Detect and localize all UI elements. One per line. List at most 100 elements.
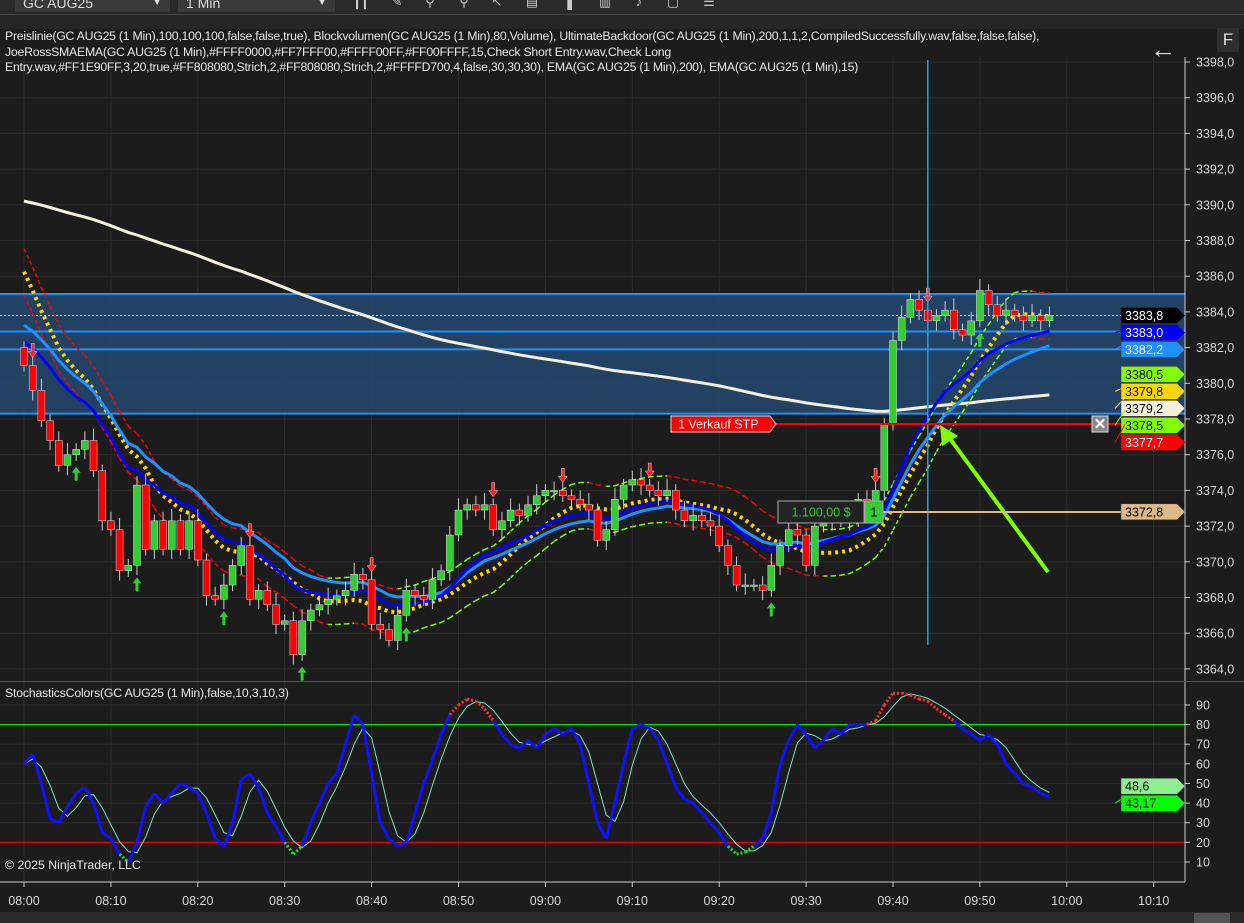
band-line: [753, 502, 764, 512]
stoch-k-segment: [1031, 786, 1042, 795]
horizontal-scrollbar[interactable]: [0, 912, 1244, 923]
band-line: [849, 568, 859, 575]
price-label-bg: [1120, 400, 1186, 417]
candle-up: [976, 290, 984, 322]
pnl-box: [777, 500, 865, 524]
f-button[interactable]: F: [1217, 28, 1239, 52]
candle-up: [333, 595, 341, 600]
candle-down: [698, 515, 706, 521]
band-line: [58, 370, 69, 385]
axes: 3398,0 3396,0 3394,0 3392,0 3390,0 3388,0 3386…: [0, 56, 1244, 908]
candle-up: [906, 299, 915, 318]
band-line: [753, 549, 764, 558]
candle-down: [585, 504, 593, 511]
sell-arrow-icon: [488, 482, 499, 498]
stop-order-tag[interactable]: [670, 415, 777, 433]
stoch-k-segment: [640, 723, 651, 730]
band-line: [414, 580, 425, 586]
stoch-k-segment: [804, 733, 817, 749]
band-line: [562, 530, 572, 537]
candle-up: [498, 520, 506, 530]
chart-trader-icon[interactable]: ♪: [635, 0, 643, 9]
stoch-k-segment: [692, 802, 703, 814]
properties-icon[interactable]: ☰: [703, 0, 715, 9]
timeframe-selector[interactable]: 1 Min ▼: [178, 0, 335, 12]
band-line: [562, 483, 572, 490]
stoch-k-segment: [413, 783, 426, 814]
band-line: [492, 585, 503, 594]
band-line: [684, 524, 694, 528]
band-line: [640, 476, 650, 480]
candle-down: [489, 504, 498, 530]
band-line: [719, 485, 729, 489]
time-tick-label: 08:10: [95, 894, 126, 908]
stoch-k-segment: [674, 786, 686, 801]
band-line: [136, 433, 147, 446]
candle-down: [706, 520, 715, 527]
band-line: [127, 471, 138, 481]
band-line: [284, 551, 294, 560]
sell-arrow-icon: [27, 343, 38, 358]
pencil-icon[interactable]: ✎: [391, 0, 403, 9]
scrollbar-thumb[interactable]: [1194, 913, 1230, 923]
candle-down: [654, 490, 663, 497]
band-line: [110, 395, 121, 413]
candle-down: [202, 559, 211, 596]
legend-line-3: Entry.wav,#FF1E90FF,3,20,true,#FF808080,…: [5, 60, 859, 75]
stoch-k-segment: [587, 783, 600, 824]
strategy-icon[interactable]: ▥: [598, 0, 612, 9]
stoch-k-segment: [578, 743, 591, 784]
zoom-in-icon[interactable]: ⚲: [425, 0, 435, 9]
stoch-k-segment: [135, 806, 148, 843]
cursor-icon[interactable]: ↖: [491, 0, 503, 9]
instrument-selector[interactable]: GC AUG25 ▼: [15, 0, 170, 12]
time-tick-label: 08:40: [356, 894, 387, 908]
band-line: [544, 540, 555, 550]
band-line: [180, 485, 190, 491]
candle-down: [194, 520, 202, 561]
candle-up: [298, 620, 306, 655]
back-arrow-button[interactable]: ←: [1150, 34, 1176, 64]
position-qty-box[interactable]: [864, 500, 884, 524]
band-line: [92, 365, 103, 382]
buy-arrow-icon: [219, 611, 229, 626]
stoch-k-segment: [961, 727, 973, 736]
band-line: [214, 516, 225, 526]
candle-down: [567, 495, 576, 500]
stoch-k-segment: [161, 792, 173, 805]
band-line: [319, 574, 329, 579]
data-box-icon[interactable]: ▤: [525, 0, 539, 9]
candle-down: [645, 484, 654, 491]
stoch-k-segment: [1004, 762, 1016, 775]
stoch-k-segment: [570, 727, 582, 745]
annotation-arrow: [946, 434, 1050, 574]
candle-down: [376, 624, 385, 630]
zoom-out-icon[interactable]: ⚲: [459, 0, 469, 9]
bar-chart-icon[interactable]: ┃┃: [353, 0, 369, 9]
volume-icon[interactable]: ▌: [567, 0, 577, 9]
band-line: [266, 586, 277, 593]
band-line: [797, 570, 807, 576]
candle-up: [228, 565, 237, 586]
candle-down: [211, 595, 219, 600]
band-line: [961, 352, 972, 367]
price-tick-label: 3372,0: [1196, 520, 1234, 534]
stoch-k-segment: [744, 845, 755, 854]
band-line: [727, 533, 737, 539]
candle-up: [463, 504, 471, 511]
stoch-k-segment: [510, 742, 520, 750]
cancel-order-button[interactable]: [1091, 415, 1109, 433]
candle-up: [220, 584, 228, 600]
band-line: [832, 574, 841, 577]
price-label: 3372,8: [1125, 505, 1163, 519]
order-lines[interactable]: 1 Verkauf STP ✕ 1.100,00 $ 1: [670, 415, 1185, 524]
legend-line-1: Preislinie(GC AUG25 (1 Min),100,100,100,…: [5, 29, 1040, 43]
stoch-k-segment: [49, 817, 60, 825]
price-label-leader: [1114, 397, 1126, 409]
band-line: [275, 591, 286, 600]
stoch-k-segment: [404, 812, 417, 843]
fx-icon[interactable]: ▢: [666, 0, 680, 9]
candle-down: [915, 299, 923, 311]
price-tick-label: 3394,0: [1196, 127, 1234, 141]
